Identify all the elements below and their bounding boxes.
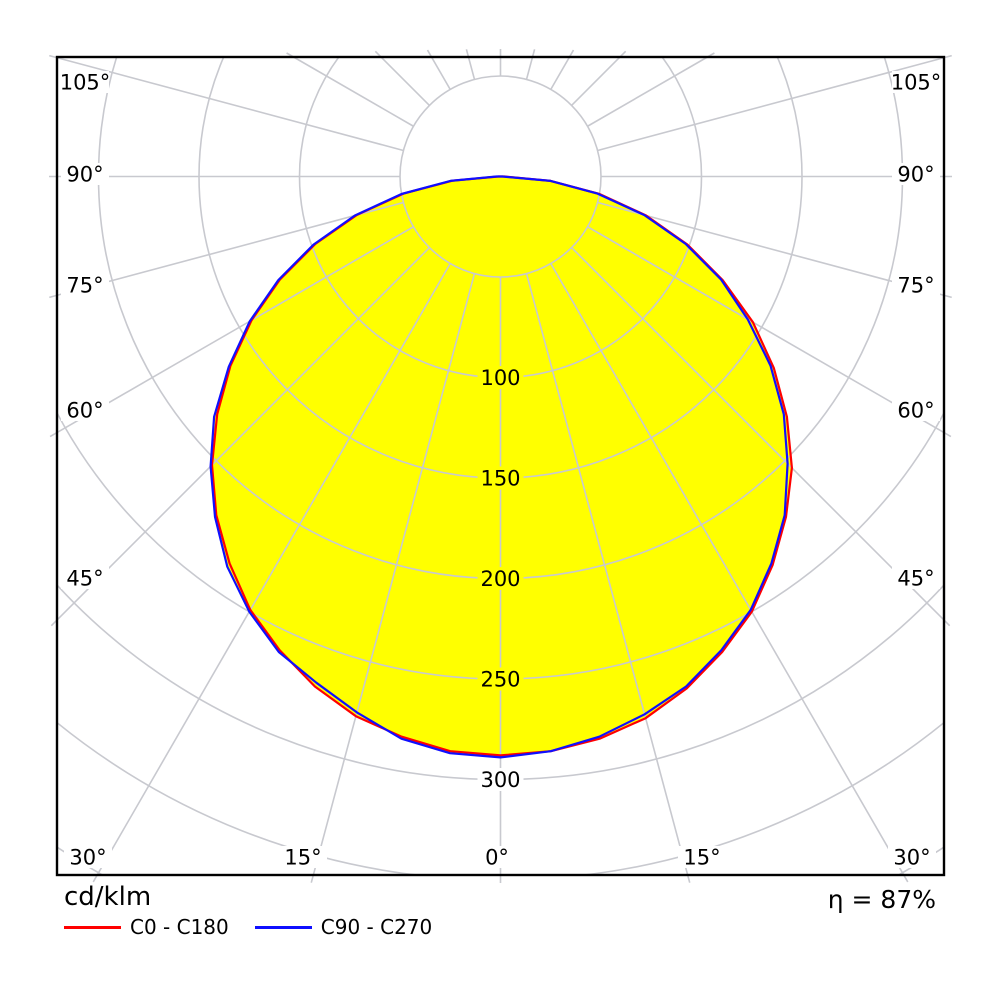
svg-text:300: 300 [480, 768, 520, 792]
svg-text:60°: 60° [897, 399, 934, 423]
svg-text:75°: 75° [66, 274, 103, 298]
legend-swatch-c90-c270 [254, 925, 312, 929]
legend-item-c90-c270: C90 - C270 [254, 915, 433, 939]
svg-text:15°: 15° [284, 846, 321, 870]
svg-text:105°: 105° [60, 71, 111, 95]
svg-text:45°: 45° [897, 567, 934, 591]
grid-labels: 100 150 200 250 300 105° 90° 75° 60° 45° 105° 90° 75… [60, 71, 942, 870]
svg-text:30°: 30° [69, 846, 106, 870]
svg-text:105°: 105° [891, 71, 942, 95]
svg-text:150: 150 [480, 467, 520, 491]
svg-text:90°: 90° [897, 163, 934, 187]
svg-text:75°: 75° [897, 274, 934, 298]
angle-grid-rays [49, 49, 952, 883]
plot-border [55, 55, 946, 877]
legend-label-c0-c180: C0 - C180 [130, 915, 229, 939]
legend-label-c90-c270: C90 - C270 [320, 915, 433, 939]
legend: C0 - C180 C90 - C270 [64, 915, 432, 939]
svg-text:0°: 0° [485, 846, 509, 870]
svg-text:60°: 60° [66, 399, 103, 423]
svg-text:100: 100 [480, 366, 520, 390]
svg-text:15°: 15° [683, 846, 720, 870]
efficiency-label: η = 87% [827, 885, 936, 914]
svg-text:90°: 90° [66, 163, 103, 187]
legend-swatch-c0-c180 [64, 925, 121, 929]
svg-text:30°: 30° [893, 846, 930, 870]
unit-label: cd/klm [64, 882, 152, 912]
svg-text:250: 250 [480, 668, 520, 692]
intensity-curves [209, 175, 794, 759]
svg-text:45°: 45° [66, 567, 103, 591]
svg-text:200: 200 [480, 567, 520, 591]
legend-item-c0-c180: C0 - C180 [64, 915, 229, 939]
